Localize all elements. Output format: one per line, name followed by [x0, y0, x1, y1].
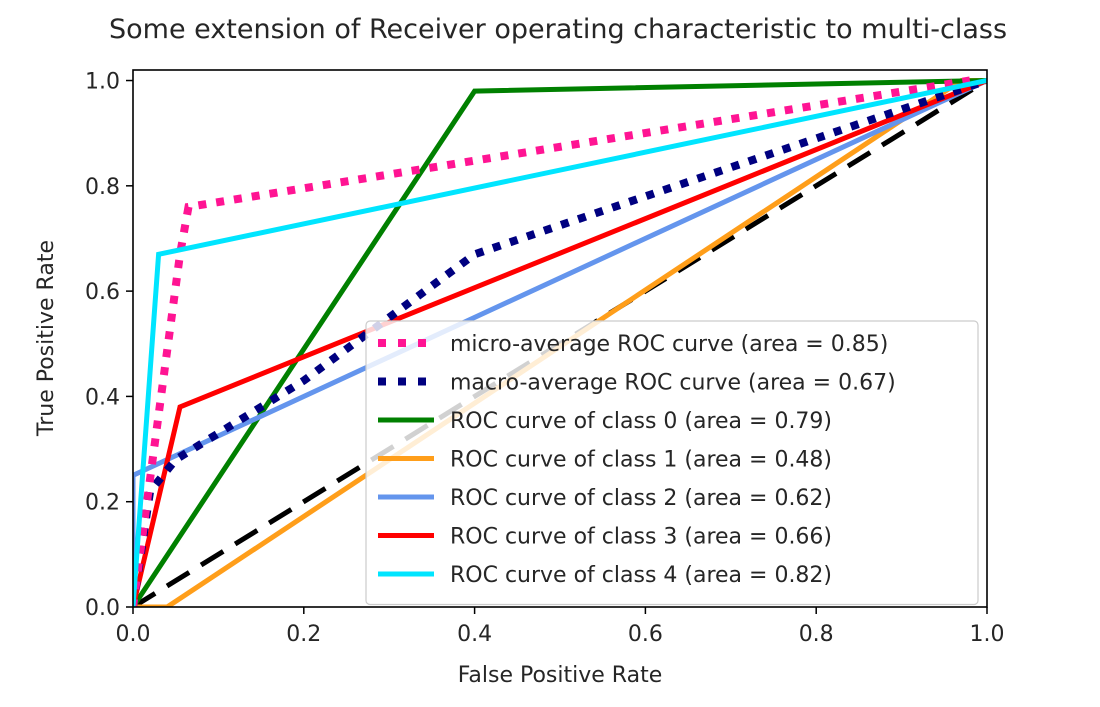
x-tick-label: 0.0	[116, 622, 151, 647]
x-tick-label: 0.4	[457, 622, 492, 647]
y-tick-label: 0.8	[85, 175, 120, 200]
y-tick-label: 0.6	[85, 280, 120, 305]
x-axis-label: False Positive Rate	[458, 663, 662, 688]
x-tick-label: 0.6	[628, 622, 663, 647]
x-tick-label: 0.8	[799, 622, 834, 647]
series-line-2	[133, 78, 987, 607]
series-line-4	[133, 78, 987, 607]
y-tick-label: 0.4	[85, 385, 120, 410]
series-layer	[133, 76, 987, 607]
series-line-0	[133, 76, 971, 607]
x-tick-label: 1.0	[970, 622, 1005, 647]
series-line-6	[133, 78, 987, 607]
legend-label: ROC curve of class 4 (area = 0.82)	[450, 563, 832, 588]
legend: micro-average ROC curve (area = 0.85) mac…	[365, 320, 979, 606]
legend-label: ROC curve of class 3 (area = 0.66)	[450, 525, 832, 550]
legend-label: ROC curve of class 2 (area = 0.62)	[450, 486, 832, 511]
legend-label: ROC curve of class 0 (area = 0.79)	[450, 409, 832, 434]
legend-label: micro-average ROC curve (area = 0.85)	[450, 332, 888, 357]
y-tick-label: 1.0	[85, 70, 120, 95]
legend-label: ROC curve of class 1 (area = 0.48)	[450, 448, 832, 473]
y-axis-label: True Positive Rate	[34, 240, 59, 437]
legend-label: macro-average ROC curve (area = 0.67)	[450, 371, 896, 396]
chart-title: Some extension of Receiver operating cha…	[109, 14, 1007, 45]
plot-frame	[132, 69, 988, 608]
legend-box	[365, 320, 979, 606]
y-tick-label: 0.2	[85, 491, 120, 516]
series-line-5	[133, 78, 987, 607]
y-tick-label: 0.0	[85, 596, 120, 621]
tick-layer: 0.0 0.2 0.4 0.6 0.8 1.0 0.0 0.2 0.4 0.6 0.8 1.0	[85, 70, 1005, 647]
x-tick-label: 0.2	[286, 622, 321, 647]
